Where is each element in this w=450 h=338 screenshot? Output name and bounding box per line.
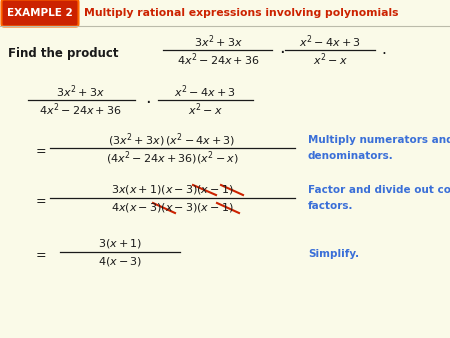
Text: $=$: $=$ bbox=[33, 247, 47, 261]
Text: denominators.: denominators. bbox=[308, 151, 394, 161]
Text: $3x(x + 1)(x - 3)(x - 1)$: $3x(x + 1)(x - 3)(x - 1)$ bbox=[111, 184, 234, 196]
Text: $3x^2 + 3x$: $3x^2 + 3x$ bbox=[56, 84, 104, 100]
Text: $=$: $=$ bbox=[33, 144, 47, 156]
Text: Factor and divide out common: Factor and divide out common bbox=[308, 185, 450, 195]
Text: factors.: factors. bbox=[308, 201, 354, 211]
FancyBboxPatch shape bbox=[1, 0, 78, 26]
Text: $x^2 - 4x + 3$: $x^2 - 4x + 3$ bbox=[174, 84, 236, 100]
Text: $\cdot$: $\cdot$ bbox=[279, 42, 285, 60]
Text: Multiply numerators and: Multiply numerators and bbox=[308, 135, 450, 145]
Text: Multiply rational expressions involving polynomials: Multiply rational expressions involving … bbox=[84, 8, 399, 19]
Text: $3x^2 + 3x$: $3x^2 + 3x$ bbox=[194, 34, 243, 50]
Text: $4x^2 - 24x + 36$: $4x^2 - 24x + 36$ bbox=[39, 102, 122, 118]
Text: $.$: $.$ bbox=[381, 42, 386, 56]
Text: $=$: $=$ bbox=[33, 193, 47, 207]
Text: $(4x^2 - 24x + 36)(x^2 - x)$: $(4x^2 - 24x + 36)(x^2 - x)$ bbox=[106, 149, 239, 167]
Text: $(3x^2 + 3x)\,(x^2 - 4x + 3)$: $(3x^2 + 3x)\,(x^2 - 4x + 3)$ bbox=[108, 131, 236, 149]
Text: $4x(x - 3)(x - 3)(x - 1)$: $4x(x - 3)(x - 3)(x - 1)$ bbox=[111, 201, 234, 215]
Text: Simplify.: Simplify. bbox=[308, 249, 359, 259]
Text: $3(x + 1)$: $3(x + 1)$ bbox=[98, 238, 142, 250]
Text: $\cdot$: $\cdot$ bbox=[145, 92, 151, 110]
Text: $4(x - 3)$: $4(x - 3)$ bbox=[98, 256, 142, 268]
Text: $x^2 - x$: $x^2 - x$ bbox=[188, 102, 222, 118]
Text: $4x^2 - 24x + 36$: $4x^2 - 24x + 36$ bbox=[176, 52, 259, 68]
Text: EXAMPLE 2: EXAMPLE 2 bbox=[7, 8, 73, 19]
Text: $x^2 - 4x + 3$: $x^2 - 4x + 3$ bbox=[299, 34, 361, 50]
Text: Find the product: Find the product bbox=[8, 47, 118, 59]
Text: $x^2 - x$: $x^2 - x$ bbox=[313, 52, 347, 68]
